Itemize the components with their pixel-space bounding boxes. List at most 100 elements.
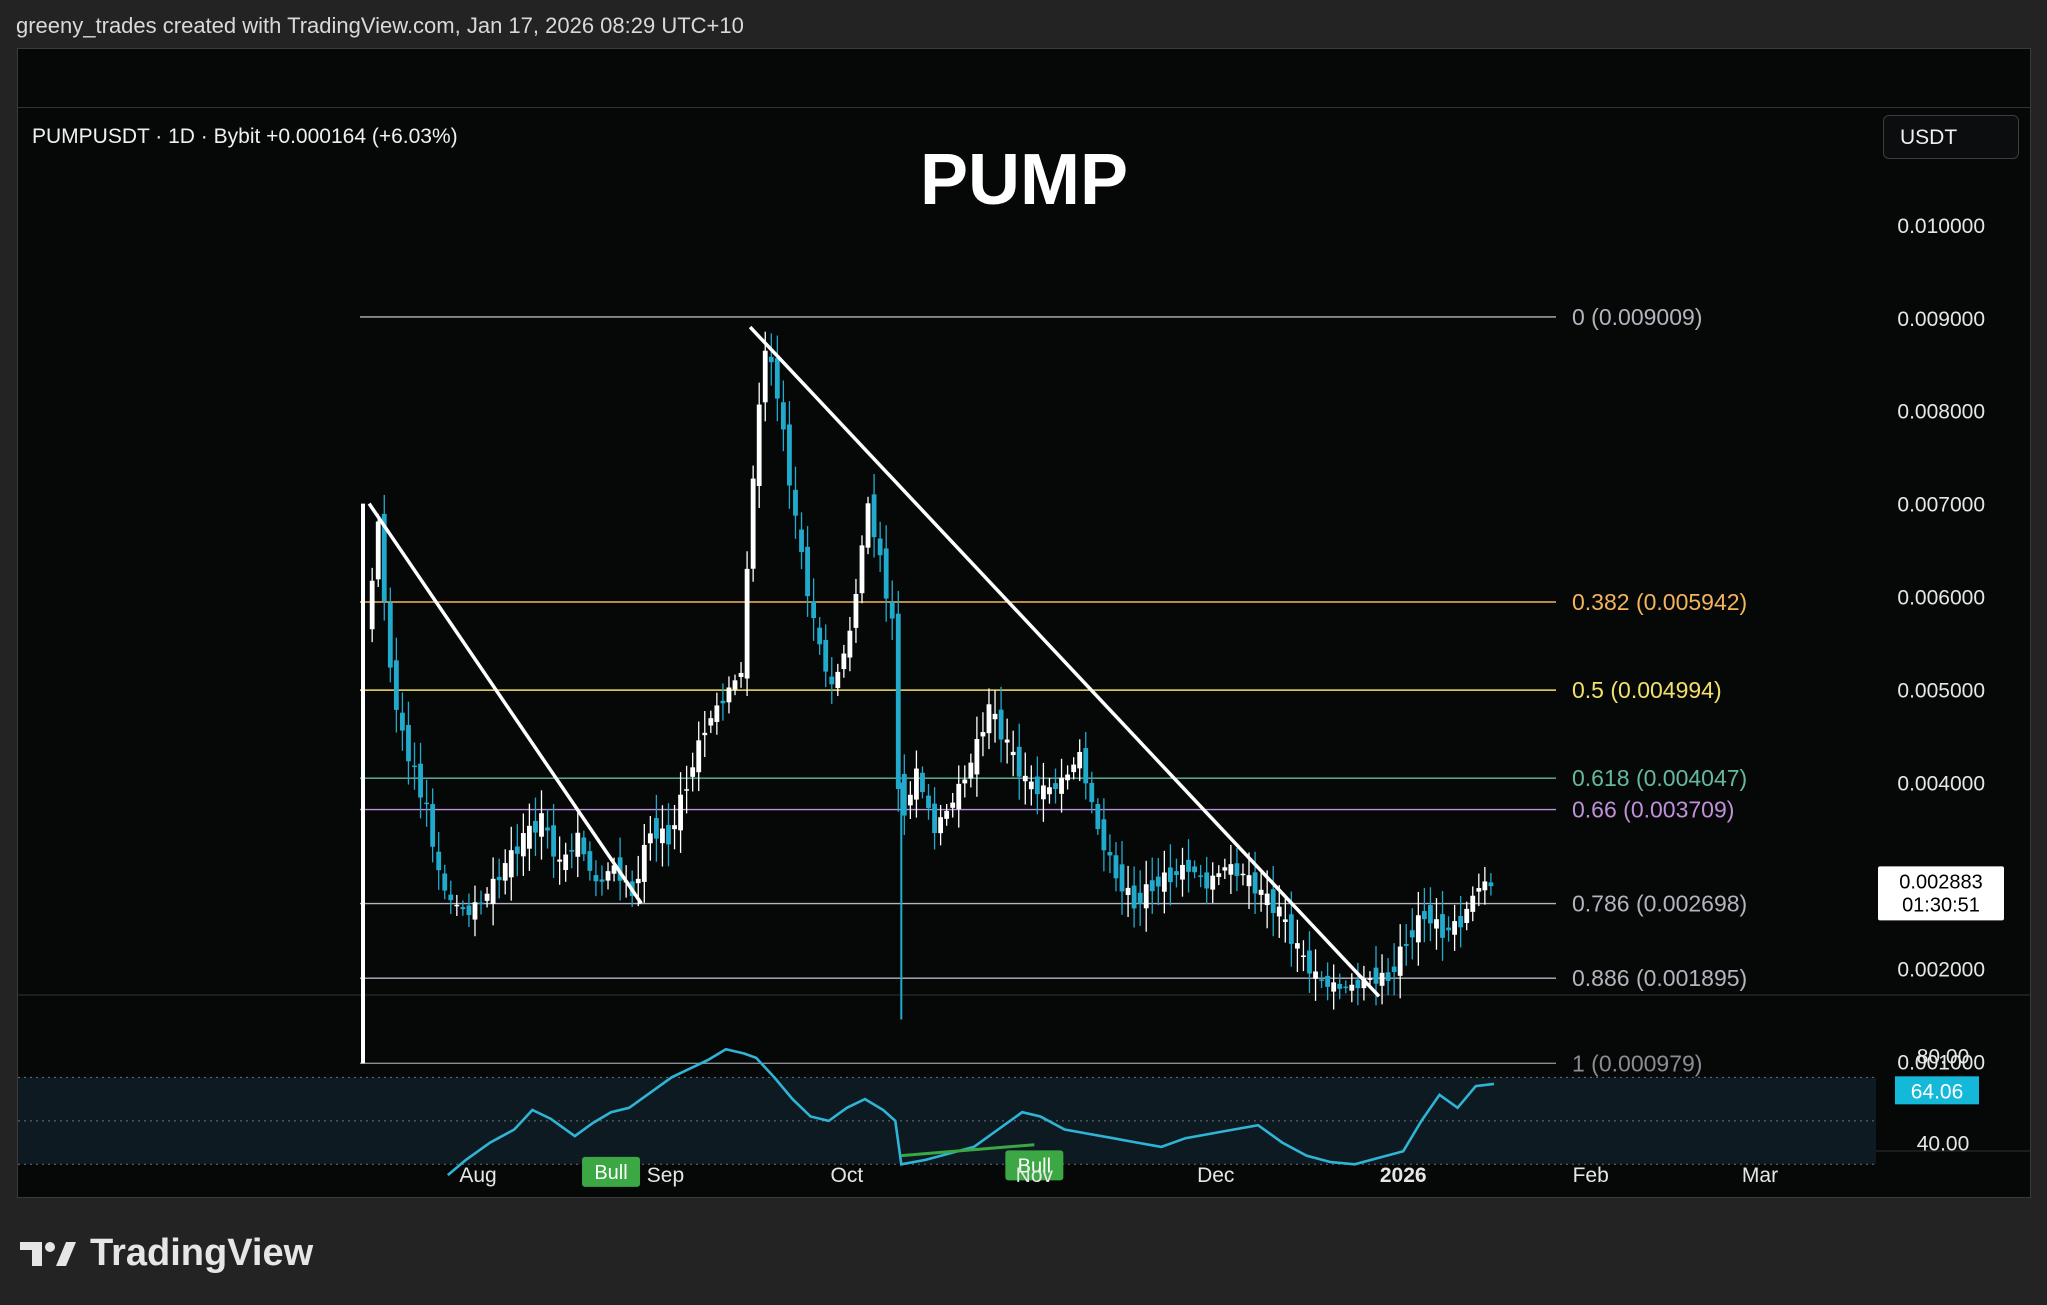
candle-body xyxy=(1421,911,1427,920)
candle-body xyxy=(611,865,617,874)
candle-body xyxy=(1373,967,1379,984)
candle-body xyxy=(660,828,665,844)
candle-body xyxy=(1440,914,1445,938)
candle-body xyxy=(998,709,1004,740)
candle-body xyxy=(478,902,484,904)
candle-body xyxy=(974,739,980,775)
candle-body xyxy=(750,478,756,569)
candle-body xyxy=(956,783,962,810)
candle-body xyxy=(1325,975,1331,987)
candle-body xyxy=(944,810,950,819)
candle-body xyxy=(1222,867,1228,871)
fib-level-label: 0.66 (0.003709) xyxy=(1572,797,1734,823)
candle-body xyxy=(980,732,986,737)
candle-body xyxy=(605,871,611,881)
candle-body xyxy=(1428,905,1433,924)
time-tick-label: Dec xyxy=(1197,1164,1234,1187)
candle-body xyxy=(920,772,925,793)
candle-body xyxy=(1131,885,1137,909)
candle-body xyxy=(1210,875,1216,890)
price-tick-label: 0.004000 xyxy=(1897,773,1985,796)
candle-body xyxy=(926,795,931,809)
candle-body xyxy=(617,857,623,881)
candle-body xyxy=(418,763,423,798)
candle-body xyxy=(1337,983,1343,989)
candle-body xyxy=(1246,875,1252,887)
candle-body xyxy=(557,859,563,862)
toolbar-strip xyxy=(18,49,2030,108)
price-chart[interactable]: 0 (0.009009) 0.382 (0.005942) 0.5 (0.00499… xyxy=(18,49,2030,1197)
candle-body xyxy=(726,687,732,703)
currency-button[interactable]: USDT xyxy=(1883,115,2019,159)
candle-body xyxy=(672,825,677,830)
price-tick-label: 0.005000 xyxy=(1897,680,1985,703)
rsi-current-value: 64.06 xyxy=(1911,1080,1964,1103)
candle-body xyxy=(1119,864,1125,892)
candle-body xyxy=(914,768,919,800)
candle-body xyxy=(1174,871,1179,875)
candle-body xyxy=(1391,966,1397,972)
candle-body xyxy=(1053,783,1058,789)
candle-body xyxy=(1240,873,1246,876)
candle-body xyxy=(1143,884,1149,909)
candle-body xyxy=(641,844,647,882)
symbol-info: PUMPUSDT · 1D · Bybit +0.000164 (+6.03%) xyxy=(32,125,458,148)
candle-body xyxy=(575,832,581,857)
candle-body xyxy=(1258,889,1264,895)
candle-body xyxy=(780,402,786,430)
price-tick-label: 0.006000 xyxy=(1897,587,1985,610)
fib-level-label: 0.618 (0.004047) xyxy=(1572,765,1747,791)
candle-body xyxy=(460,907,466,910)
trendline xyxy=(748,325,1381,998)
tradingview-wordmark: TradingView xyxy=(90,1232,314,1274)
candle-body xyxy=(430,804,436,847)
candle-body xyxy=(1198,875,1204,877)
candle-body xyxy=(484,893,490,901)
bullish-divergence-line xyxy=(901,1143,1035,1158)
price-tick-label: 0.008000 xyxy=(1897,401,1985,424)
candle-body xyxy=(466,905,472,916)
candle-body xyxy=(1204,872,1210,889)
candle-body xyxy=(962,779,968,784)
candle-body xyxy=(1343,986,1349,989)
candle-body xyxy=(369,580,375,630)
candle-body xyxy=(593,875,599,882)
candle-body xyxy=(502,863,508,881)
candle-body xyxy=(1192,866,1197,873)
candle-body xyxy=(1022,775,1028,782)
candle-body xyxy=(381,513,387,602)
chart-frame[interactable]: PUMPUSDT · 1D · Bybit +0.000164 (+6.03%)… xyxy=(17,48,2031,1198)
candle-body xyxy=(950,802,956,808)
candle-body xyxy=(1452,921,1458,935)
candle-body xyxy=(1301,955,1306,957)
candle-body xyxy=(1313,971,1318,979)
candle-body xyxy=(1089,782,1095,803)
candle-body xyxy=(968,762,974,779)
candle-body xyxy=(653,818,659,839)
candle-body xyxy=(533,820,538,833)
last-price-value: 0.002883 xyxy=(1899,871,1982,893)
candle-body xyxy=(1095,804,1101,830)
tradingview-logo[interactable]: TradingView xyxy=(20,1232,313,1275)
candle-body xyxy=(508,850,514,878)
candle-body xyxy=(454,904,460,907)
candle-body xyxy=(1264,893,1270,906)
candle-body xyxy=(774,358,780,399)
candle-body xyxy=(992,713,998,720)
candle-body xyxy=(1319,979,1324,981)
bull-signal-badge xyxy=(582,1156,641,1187)
tradingview-logo-icon xyxy=(20,1241,76,1266)
candle-body xyxy=(1349,984,1355,991)
candle-body xyxy=(756,404,762,487)
time-tick-label: Mar xyxy=(1742,1164,1778,1187)
candle-body xyxy=(1077,751,1083,769)
candle-body xyxy=(406,724,411,762)
candle-body xyxy=(545,827,550,831)
candle-body xyxy=(1276,906,1282,917)
candle-body xyxy=(393,660,399,710)
candle-body xyxy=(841,653,847,670)
candle-body xyxy=(375,521,381,580)
time-tick-label: Nov xyxy=(1016,1164,1054,1187)
candle-body xyxy=(1361,978,1367,989)
candle-body xyxy=(1252,872,1258,894)
